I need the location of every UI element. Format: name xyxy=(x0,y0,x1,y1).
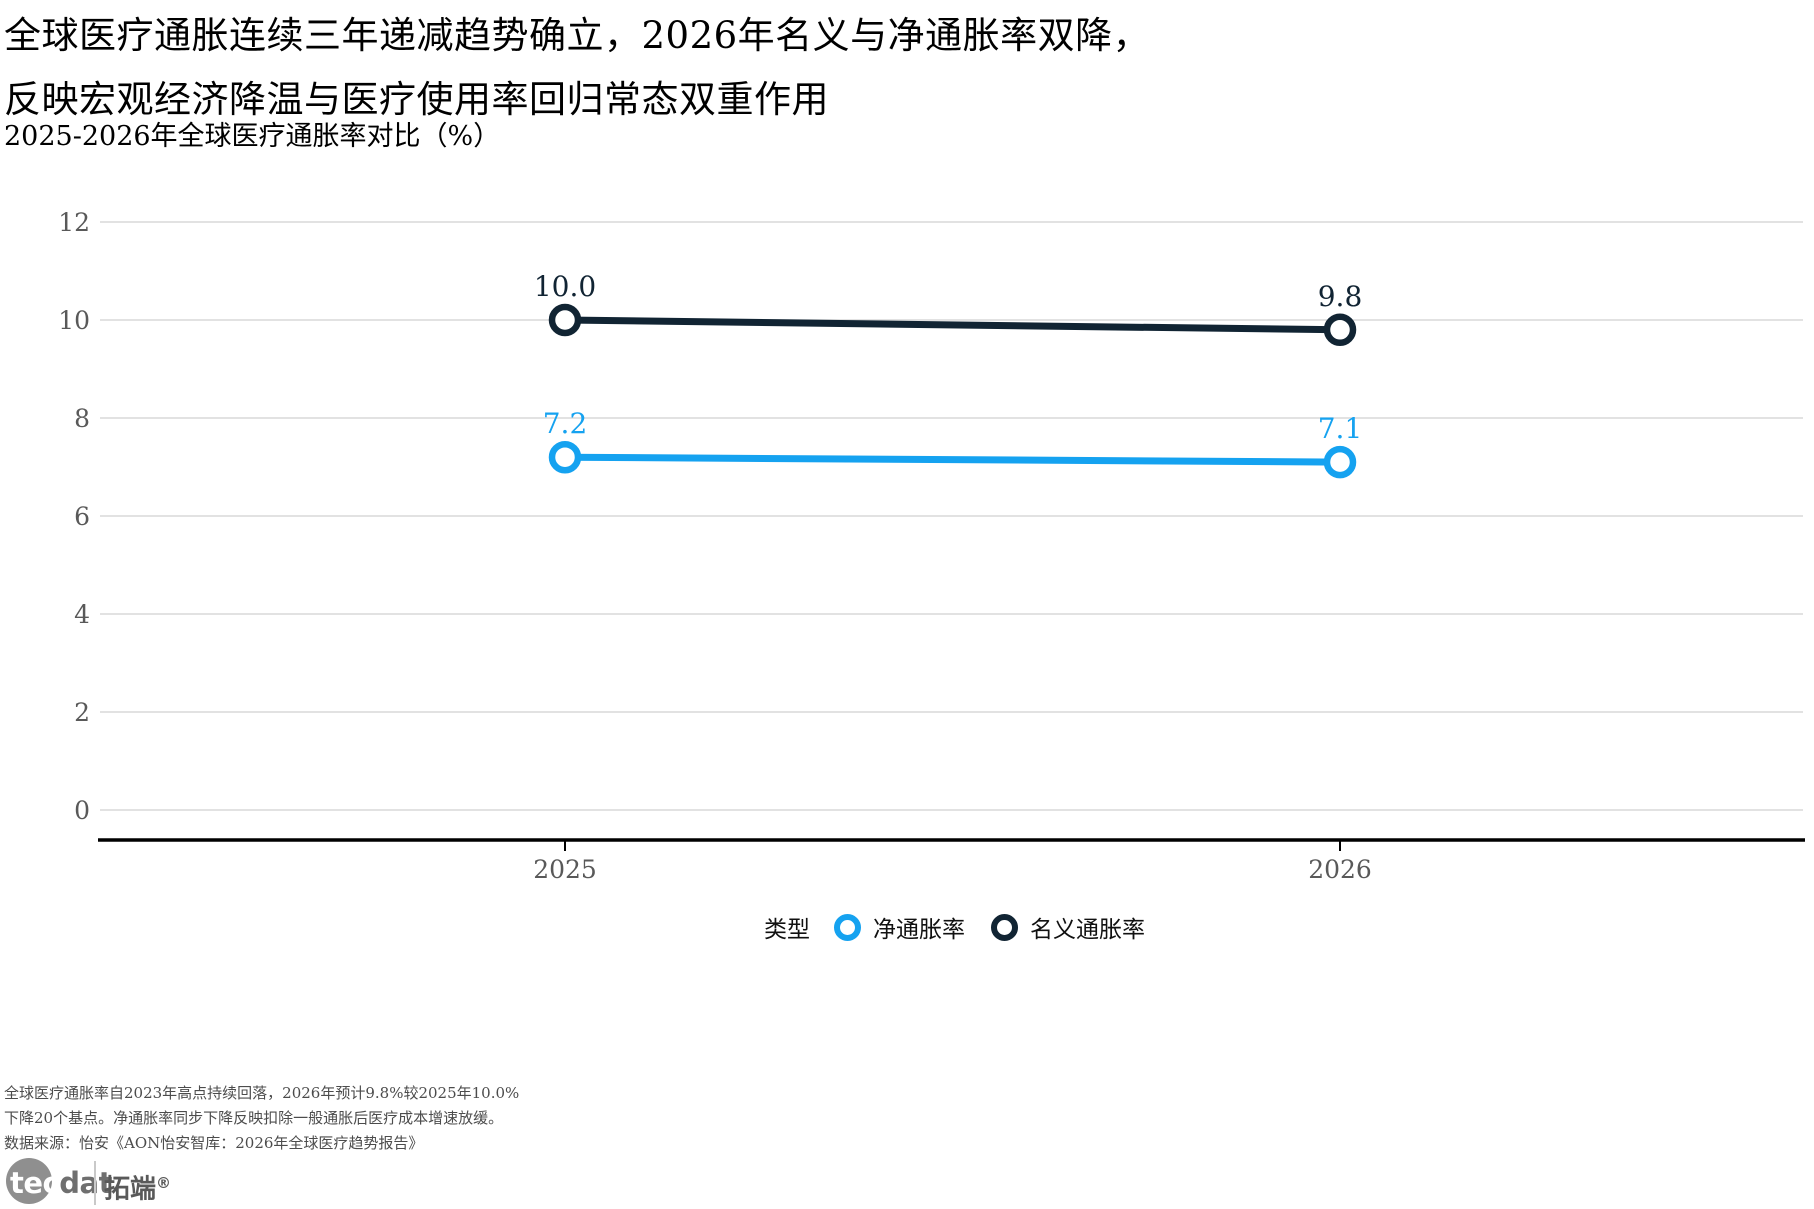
data-point-label: 7.1 xyxy=(1318,412,1363,445)
data-point-label: 9.8 xyxy=(1318,280,1363,313)
logo-brand-text: 拓端® xyxy=(104,1165,171,1208)
y-axis-tick-label: 6 xyxy=(74,502,90,531)
data-point-marker xyxy=(1323,445,1357,479)
y-axis-tick-label: 8 xyxy=(74,404,90,433)
chart-title-line-2: 反映宏观经济降温与医疗使用率回归常态双重作用 xyxy=(4,78,829,121)
logo-divider xyxy=(94,1161,96,1205)
logo-registered-mark: ® xyxy=(156,1174,172,1192)
y-axis-tick-label: 12 xyxy=(58,208,90,237)
legend-item-nominal-inflation[interactable]: 名义通胀率 xyxy=(991,910,1145,944)
logo-dat-text: dat xyxy=(59,1166,112,1200)
y-axis-tick-label: 4 xyxy=(74,600,90,629)
tecdat-logo-circle-icon xyxy=(6,1158,52,1204)
chart-title-line-1: 全球医疗通胀连续三年递减趋势确立，2026年名义与净通胀率双降， xyxy=(4,14,1151,57)
series-line xyxy=(561,453,1344,466)
data-point-marker xyxy=(548,440,582,474)
logo-brand-name: 拓端 xyxy=(104,1174,157,1205)
legend-item-label: 净通胀率 xyxy=(873,917,965,943)
footnote-source: 数据来源：怡安《AON怡安智库：2026年全球医疗趋势报告》 xyxy=(4,1134,424,1152)
footnote-line-1: 全球医疗通胀率自2023年高点持续回落，2026年预计9.8%较2025年10.… xyxy=(4,1084,520,1102)
y-axis-tick-label: 2 xyxy=(74,698,90,727)
y-axis-tick-label: 10 xyxy=(58,306,90,335)
legend-item-label: 名义通胀率 xyxy=(1030,917,1145,943)
nominal-inflation-swatch-icon xyxy=(991,913,1018,941)
data-point-marker xyxy=(1323,313,1357,347)
legend-title: 类型 xyxy=(764,917,810,943)
y-axis-tick-label: 0 xyxy=(74,796,90,825)
data-point-marker xyxy=(548,303,582,337)
footnote-line-2: 下降20个基点。净通胀率同步下降反映扣除一般通胀后医疗成本增速放缓。 xyxy=(4,1109,504,1127)
footnote: 全球医疗通胀率自2023年高点持续回落，2026年预计9.8%较2025年10.… xyxy=(4,1081,519,1156)
data-point-label: 7.2 xyxy=(543,407,588,440)
series-line xyxy=(561,316,1344,334)
chart-title: 全球医疗通胀连续三年递减趋势确立，2026年名义与净通胀率双降， 反映宏观经济降… xyxy=(4,4,1150,132)
chart-subtitle: 2025-2026年全球医疗通胀率对比（%） xyxy=(4,121,501,152)
data-point-label: 10.0 xyxy=(534,270,596,303)
logo-tec-text: tec xyxy=(10,1166,60,1200)
chart-legend: 类型 净通胀率 名义通胀率 xyxy=(764,910,1171,944)
tecdat-logo: tecdat xyxy=(10,1160,120,1206)
x-axis-tick-label: 2026 xyxy=(1308,855,1372,884)
legend-item-net-inflation[interactable]: 净通胀率 xyxy=(834,910,965,944)
x-axis-tick-label: 2025 xyxy=(533,855,597,884)
net-inflation-swatch-icon xyxy=(834,913,861,941)
